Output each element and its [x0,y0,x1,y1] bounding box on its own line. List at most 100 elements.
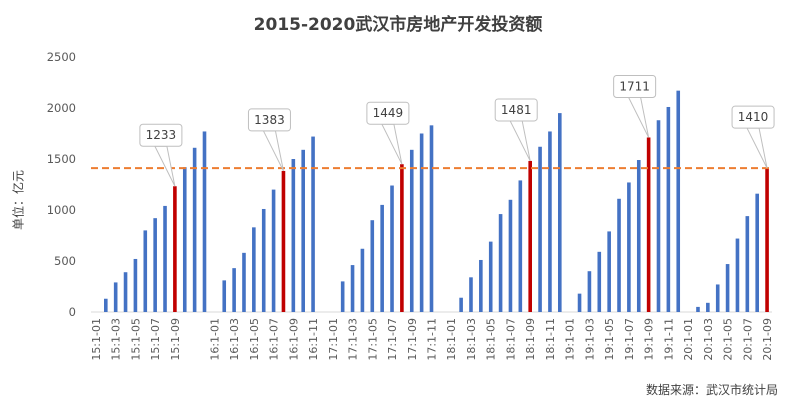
bar [745,216,750,312]
data-label: 1481 [501,103,532,117]
bar [597,251,602,312]
bar [636,160,641,312]
bar [182,167,187,312]
bar [153,218,157,312]
y-tick-label: 1500 [47,152,76,166]
x-tick-label: 15:1-01 [90,318,103,361]
data-label: 1383 [254,113,285,127]
callout-pointer [627,96,650,138]
bar [301,149,305,312]
y-tick-label: 0 [69,305,76,319]
bar [696,306,700,312]
x-tick-label: 17:1-01 [327,318,340,361]
x-tick-label: 18:1-09 [524,318,537,361]
x-tick-label: 17:1-07 [386,318,399,361]
bar [311,136,315,312]
bar [232,268,236,312]
bar [666,106,671,312]
x-tick-label: 18:1-11 [544,318,557,361]
bar [271,189,276,312]
bar [676,90,681,312]
callout-box [247,108,291,132]
bar [715,284,720,312]
bar [498,214,503,312]
bar [548,131,552,312]
bar [646,137,651,312]
y-tick-label: 2000 [47,101,76,115]
callout-pointer [381,123,403,165]
data-label: 1711 [619,79,650,93]
x-tick-label: 18:1-03 [465,318,478,361]
data-label: 1233 [146,128,177,142]
bar [508,199,513,312]
bar [765,168,769,312]
bar [173,186,177,312]
callout-box [613,74,657,98]
bar [113,282,118,312]
bar [488,241,493,312]
bar [706,302,710,312]
x-tick-label: 19:1-07 [623,318,636,361]
x-tick-label: 20:1-07 [741,318,754,361]
callout-pointer [746,127,768,169]
x-tick-label: 17:1-11 [426,318,439,361]
x-tick-label: 16:1-09 [287,318,300,361]
x-tick-label: 15:1-09 [169,318,182,361]
x-tick-label: 16:1-01 [208,318,221,361]
bar [755,193,759,312]
source-note: 数据来源：武汉市统计局 [645,383,778,397]
data-label: 1449 [373,106,404,120]
x-tick-label: 20:1-09 [761,318,774,361]
bar [281,170,286,312]
callout-pointer [154,145,176,187]
x-tick-label: 18:1-05 [485,318,498,361]
bar [725,264,730,312]
callout-box [494,98,538,122]
x-tick-label: 20:1-03 [702,318,715,361]
x-tick-label: 19:1-09 [643,318,656,361]
bar [143,230,148,312]
bar [242,252,246,312]
bar [123,272,128,312]
bar [627,182,631,312]
bar [252,227,256,312]
bar [528,160,532,312]
bar [222,280,227,312]
x-tick-label: 15:1-05 [129,318,142,361]
bar [617,198,621,312]
bar [133,258,138,312]
bar [163,205,167,312]
x-tick-label: 17:1-09 [406,318,419,361]
bar [429,125,434,312]
callout-box [139,123,183,147]
callout-pointer [509,120,531,162]
x-tick-label: 16:1-05 [248,318,261,361]
x-tick-label: 19:1-03 [583,318,596,361]
bar [538,146,542,312]
x-tick-label: 17:1-05 [366,318,379,361]
callout-box [366,101,410,125]
bar [459,297,463,312]
bar [261,208,266,312]
x-tick-label: 16:1-11 [307,318,320,361]
x-tick-label: 17:1-03 [347,318,360,361]
x-tick-label: 15:1-03 [110,318,123,361]
bar [735,238,740,312]
bar [380,204,384,312]
x-tick-label: 16:1-03 [228,318,241,361]
y-tick-label: 500 [54,254,76,268]
x-tick-label: 15:1-07 [149,318,162,361]
bar [400,164,404,312]
x-tick-label: 18:1-07 [504,318,517,361]
bar [192,147,197,312]
callout-pointer [262,130,284,172]
bar [607,231,611,312]
bar [291,159,296,312]
callout-box [731,105,775,129]
bar [409,149,414,312]
bar [419,133,424,312]
x-tick-label: 19:1-11 [662,318,675,361]
bar [518,180,523,312]
x-tick-label: 19:1-01 [564,318,577,361]
